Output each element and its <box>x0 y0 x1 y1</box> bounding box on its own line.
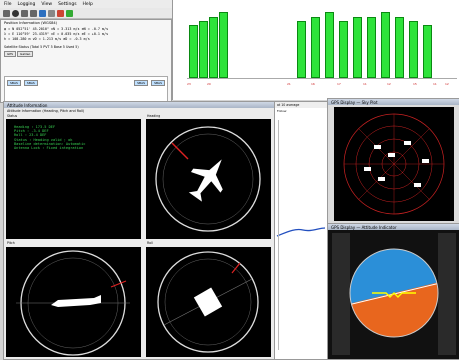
sat-btn-4[interactable]: SBAS <box>151 80 165 86</box>
position-panel: Position Information (WGS84) φ = N 052°5… <box>0 19 172 103</box>
satellite-table[interactable]: SBAS SBAS SBAS SBAS <box>4 76 168 102</box>
menu-file[interactable]: File <box>4 1 12 7</box>
settings-icon[interactable] <box>48 9 55 17</box>
signal-bar <box>219 12 228 78</box>
position-row-1: φ = N 052°51' 45.2010" vN = 3.313 m/s σN… <box>4 27 109 31</box>
signal-bar <box>409 21 418 78</box>
signal-bar-chart <box>187 8 457 79</box>
chart-icon[interactable] <box>57 9 64 17</box>
trace-title: at 10 average <box>275 102 327 108</box>
trace-line <box>276 227 326 237</box>
signal-bar <box>311 17 320 78</box>
heading-label: Heading <box>147 114 161 118</box>
bar-label: 17 <box>337 82 341 86</box>
signal-bar <box>423 25 432 78</box>
sat-btn-2[interactable]: SBAS <box>23 80 38 86</box>
signal-bar <box>189 25 198 78</box>
text-row-7: Antenna Lock : Fixed integration <box>14 146 84 151</box>
y-axis <box>173 8 183 78</box>
hsi-sub: Attitude Indicator <box>361 224 397 230</box>
position-row-2: λ = E 110°59' 23.4319" vE = 0.035 m/s σE… <box>4 32 109 36</box>
signal-bar <box>199 21 208 78</box>
stop-icon[interactable] <box>30 9 37 17</box>
hsi-window: GPS Display — Attitude Indicator <box>327 223 459 360</box>
menu-view[interactable]: View <box>41 1 53 7</box>
tab-gps[interactable]: GPS <box>4 51 17 57</box>
signal-bar <box>395 17 404 78</box>
pitch-dial <box>6 247 141 357</box>
menu-logging[interactable]: Logging <box>17 1 36 7</box>
skyplot-title: GPS Display <box>331 99 356 105</box>
tab-galileo[interactable]: Galileo <box>17 51 34 57</box>
hsi-titlebar: GPS Display — Attitude Indicator <box>328 224 459 230</box>
position-row-3: h = 108.280 m vD = 1.213 m/s σD = -0.3 m… <box>4 37 90 41</box>
signal-bar <box>381 12 390 78</box>
roll-label: Roll <box>147 241 153 245</box>
signal-bar <box>353 17 362 78</box>
status-label: Status <box>7 114 18 118</box>
text-row-1: Heading : 173.5 DEF <box>14 125 56 129</box>
signal-bar <box>209 17 218 78</box>
bar-label: 11 <box>433 82 437 86</box>
trace-axis <box>278 120 279 350</box>
text-row-3: Roll : 23.4 DEF <box>14 133 47 138</box>
signal-bar <box>339 21 348 78</box>
bar-label: 11 <box>363 82 367 86</box>
attitude-window: Attitude Information Attitude Informatio… <box>3 101 275 360</box>
sat-btn-1[interactable]: SBAS <box>7 80 21 86</box>
skyplot-graphic <box>343 113 445 215</box>
map-icon[interactable] <box>66 9 73 17</box>
hsi-title: GPS Display <box>331 224 356 230</box>
attitude-text-box: Heading : 173.5 DEF Pitch : -3.4 DEF Rol… <box>6 119 141 239</box>
connect-icon[interactable] <box>39 9 46 17</box>
text-row-6: Baseline determination: Automatic <box>14 141 86 146</box>
attitude-indicator-graphic <box>332 233 456 355</box>
attitude-subtitle: Attitude Information (Heading, Pitch and… <box>7 109 85 113</box>
signal-bar <box>297 21 306 78</box>
sat-btn-3[interactable]: SBAS <box>134 80 149 86</box>
skyplot-window: GPS Display — Sky Plot <box>327 98 459 224</box>
menu-help[interactable]: Help <box>82 1 93 7</box>
text-row-2: Pitch : -3.4 DEF <box>14 129 49 134</box>
text-row-5: Status : Heading valid ; ok <box>14 137 73 142</box>
position-title: Position Information (WGS84) <box>4 21 58 25</box>
bar-label: 15 <box>413 82 417 86</box>
skyplot-sub: Sky Plot <box>361 99 378 105</box>
pitch-dial-graphic <box>16 250 130 356</box>
skyplot-area <box>334 107 454 221</box>
signal-bar <box>325 12 334 78</box>
bar-label: 12 <box>387 82 391 86</box>
bar-label: 20 <box>207 82 211 86</box>
heading-dial <box>146 119 271 239</box>
signal-chart-panel: 23 20 21 16 17 11 12 15 11 12 <box>172 0 459 100</box>
menu-bar: File Logging View Settings Help <box>0 0 176 8</box>
follow-checkbox[interactable]: Follow <box>277 109 287 113</box>
satellite-status: Satellite Status (Total 5 PVT 5 Base 5 U… <box>4 45 79 49</box>
trace-window: at 10 average Follow <box>274 101 328 360</box>
bar-label: 23 <box>187 82 191 86</box>
roll-dial-graphic <box>157 251 259 353</box>
skyplot-titlebar: GPS Display — Sky Plot <box>328 99 459 105</box>
bar-label: 16 <box>311 82 315 86</box>
menu-settings[interactable]: Settings <box>58 1 77 7</box>
record-icon[interactable] <box>12 9 19 17</box>
attitude-titlebar: Attitude Information <box>4 102 274 108</box>
pitch-label: Pitch <box>7 241 15 245</box>
open-icon[interactable] <box>3 9 10 17</box>
play-icon[interactable] <box>21 9 28 17</box>
bar-label: 21 <box>287 82 291 86</box>
roll-dial <box>146 247 271 357</box>
heading-dial-graphic <box>155 126 261 232</box>
signal-bar <box>367 17 376 78</box>
bar-label: 12 <box>445 82 449 86</box>
toolbar <box>0 8 175 19</box>
bar-labels: 23 20 21 16 17 11 12 15 11 12 <box>187 80 457 98</box>
